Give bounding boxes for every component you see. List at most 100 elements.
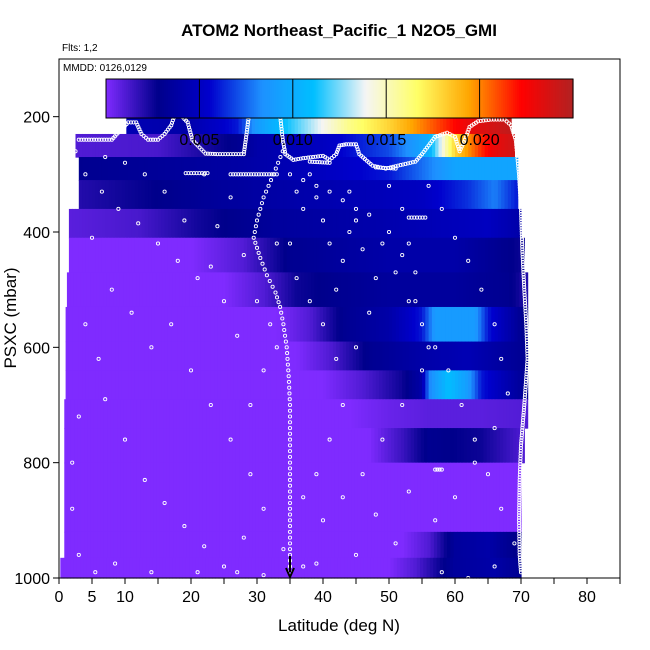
- heatmap-cell: [403, 557, 408, 579]
- heatmap-cell: [346, 341, 350, 371]
- heatmap-cell: [389, 370, 393, 400]
- heatmap-cell: [469, 557, 474, 579]
- heatmap-cell: [332, 237, 337, 273]
- heatmap-cell: [209, 399, 214, 429]
- heatmap-cell: [179, 272, 184, 308]
- heatmap-cell: [148, 237, 152, 273]
- heatmap-cell: [173, 531, 178, 559]
- track-point: [254, 218, 260, 223]
- y-tick-label: 1000: [14, 571, 50, 588]
- heatmap-cell: [352, 157, 357, 181]
- track-point: [287, 460, 293, 465]
- heatmap-cell: [404, 531, 409, 559]
- track-point: [514, 143, 519, 148]
- heatmap-cell: [128, 157, 133, 181]
- heatmap-cell: [142, 272, 147, 308]
- heatmap-cell: [461, 237, 466, 273]
- heatmap-cell: [400, 272, 405, 308]
- flight-point: [103, 397, 108, 402]
- heatmap-cell: [233, 370, 238, 400]
- flight-point: [162, 189, 167, 194]
- track-point: [518, 570, 524, 575]
- heatmap-cell: [494, 157, 499, 181]
- heatmap-cell: [161, 370, 166, 400]
- heatmap-cell: [408, 341, 413, 371]
- heatmap-cell: [387, 462, 392, 533]
- track-point: [279, 124, 284, 129]
- heatmap-cell: [303, 306, 308, 343]
- heatmap-cell: [177, 306, 182, 343]
- flight-point: [433, 518, 438, 523]
- heatmap-cell: [184, 133, 189, 158]
- track-point: [439, 467, 444, 472]
- heatmap-cell: [87, 462, 92, 533]
- heatmap-cell: [321, 272, 325, 308]
- heatmap-cell: [351, 399, 356, 429]
- heatmap-cell: [215, 557, 220, 579]
- track-point: [287, 535, 293, 540]
- flight-point: [393, 541, 398, 546]
- heatmap-cell: [187, 180, 192, 210]
- track-point: [517, 539, 522, 544]
- heatmap-cell: [87, 428, 92, 464]
- heatmap-cell: [495, 557, 500, 579]
- heatmap-cell: [488, 180, 492, 210]
- track-point: [524, 322, 529, 327]
- heatmap-cell: [466, 531, 471, 559]
- flight-track-segment: [228, 172, 279, 177]
- colorbar-cell: [283, 79, 287, 118]
- heatmap-cell: [171, 237, 176, 273]
- heatmap-cell: [181, 370, 185, 400]
- heatmap-cell: [294, 557, 299, 579]
- track-point: [280, 137, 285, 142]
- heatmap-cell: [144, 237, 149, 273]
- heatmap-cell: [235, 462, 240, 533]
- heatmap-cell: [349, 237, 354, 273]
- heatmap-cell: [456, 462, 461, 533]
- heatmap-cell: [216, 531, 220, 559]
- track-point: [517, 547, 522, 552]
- heatmap-cell: [177, 180, 182, 210]
- heatmap-cell: [306, 237, 311, 273]
- heatmap-cell: [461, 157, 466, 181]
- plot-area: [60, 99, 530, 581]
- track-point: [388, 166, 393, 171]
- heatmap-cell: [258, 399, 263, 429]
- heatmap-cell: [462, 557, 467, 579]
- track-point: [258, 255, 263, 261]
- heatmap-cell: [225, 557, 230, 579]
- heatmap-cell: [437, 462, 442, 533]
- heatmap-cell: [389, 208, 393, 239]
- heatmap-cell: [252, 531, 257, 559]
- heatmap-cell: [214, 208, 218, 239]
- heatmap-cell: [230, 237, 235, 273]
- heatmap-cell: [252, 428, 257, 464]
- flight-point: [261, 368, 266, 373]
- heatmap-cell: [263, 370, 268, 400]
- track-point: [335, 147, 340, 152]
- heatmap-cell: [271, 557, 276, 579]
- heatmap-cell: [398, 370, 403, 400]
- colorbar-cell: [139, 79, 143, 118]
- heatmap-cell: [202, 557, 207, 579]
- heatmap-cell: [436, 272, 441, 308]
- heatmap-cell: [525, 272, 529, 308]
- heatmap-cell: [405, 157, 410, 181]
- heatmap-cell: [260, 306, 265, 343]
- track-point: [264, 172, 269, 177]
- track-point: [519, 211, 524, 217]
- colorbar-cell: [485, 79, 488, 118]
- heatmap-cell: [426, 557, 431, 579]
- heatmap-cell: [389, 133, 393, 158]
- colorbar-cell: [535, 79, 538, 118]
- heatmap-cell: [233, 180, 238, 210]
- track-point: [205, 151, 210, 156]
- colorbar-cell: [181, 79, 185, 118]
- heatmap-cell: [212, 462, 217, 533]
- heatmap-cell: [138, 370, 143, 400]
- heatmap-cell: [175, 557, 180, 579]
- heatmap-cell: [506, 531, 511, 559]
- heatmap-cell: [87, 531, 92, 559]
- flight-point: [340, 402, 345, 408]
- heatmap-cell: [237, 237, 242, 273]
